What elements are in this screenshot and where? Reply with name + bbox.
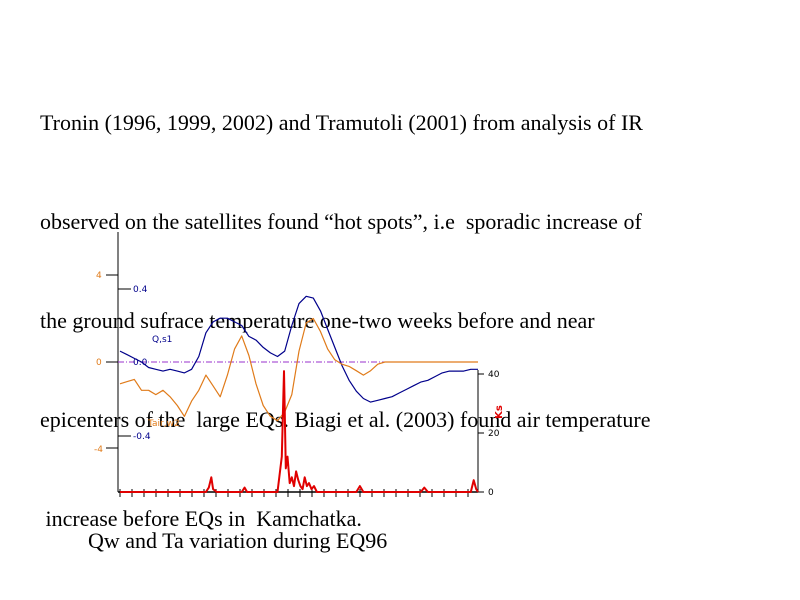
qs1-series-label: Q,s1	[152, 335, 172, 345]
qs1-series-line	[119, 295, 478, 403]
left-tick-label: 0	[96, 358, 102, 368]
paragraph-line: epicenters of the large EQs. Biagi et al…	[40, 407, 651, 432]
series-layer	[119, 295, 479, 493]
inner-tick-label: 0.0	[133, 358, 148, 368]
left-tick-label: 4	[96, 271, 102, 281]
tair-series-line	[119, 317, 478, 422]
right-tick-label: 0	[488, 488, 494, 498]
paragraph-line: observed on the satellites found “hot sp…	[40, 209, 642, 234]
inner-tick-label: -0.4	[133, 432, 151, 442]
paragraph-line: the ground sufrace temperature one-two w…	[40, 308, 595, 333]
inner-tick-label: 0.4	[133, 285, 148, 295]
chart-caption: Qw and Ta variation during EQ96	[88, 528, 388, 553]
right-axis-label: Ks	[494, 405, 505, 419]
right-tick-label: 40	[488, 370, 500, 380]
left-tick-label: -4	[94, 445, 103, 455]
description-paragraph: Tronin (1996, 1999, 2002) and Tramutoli …	[40, 40, 790, 568]
tair-series-label: Tair,w2	[147, 419, 180, 429]
paragraph-line: increase before EQs in Kamchatka.	[40, 506, 362, 531]
ks-series-line	[120, 370, 479, 493]
paragraph-line: Tronin (1996, 1999, 2002) and Tramutoli …	[40, 110, 643, 135]
right-tick-label: 20	[488, 429, 500, 439]
